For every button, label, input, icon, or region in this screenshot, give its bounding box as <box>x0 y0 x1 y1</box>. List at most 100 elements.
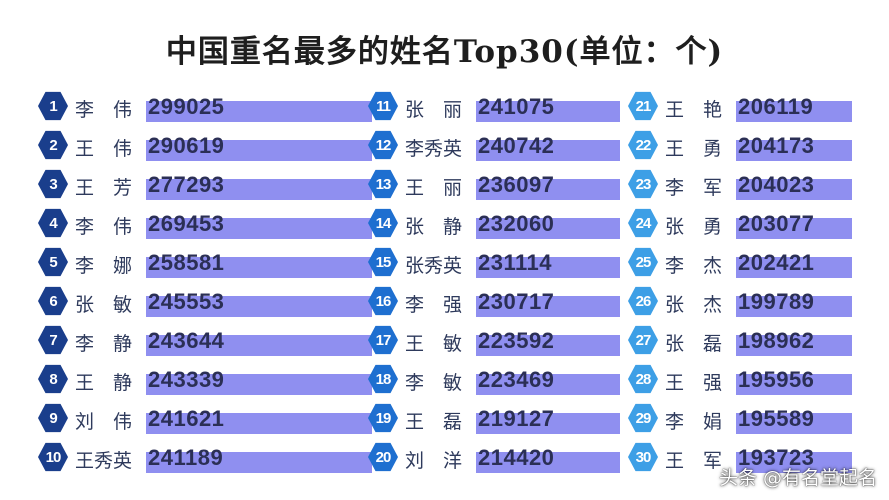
rank-badge: 16 <box>368 286 398 316</box>
rank-badge: 8 <box>38 364 68 394</box>
value-label: 204173 <box>738 133 815 158</box>
rank-badge: 27 <box>628 325 658 355</box>
name-label: 李秀英 <box>405 138 463 160</box>
value-bar <box>736 257 852 278</box>
value-bar <box>476 140 620 161</box>
name-label: 王 强 <box>665 372 723 394</box>
value-label: 193723 <box>738 445 815 470</box>
name-label: 张 静 <box>405 216 463 238</box>
name-label: 李 杰 <box>665 255 723 277</box>
value-bar <box>146 413 372 434</box>
rank-badge: 24 <box>628 208 658 238</box>
name-label: 刘 伟 <box>75 411 133 433</box>
value-bar <box>736 452 852 473</box>
value-label: 195956 <box>738 367 815 392</box>
name-label: 张 磊 <box>665 333 723 355</box>
rank-badge: 2 <box>38 130 68 160</box>
rank-badge: 3 <box>38 169 68 199</box>
value-label: 203077 <box>738 211 815 236</box>
value-bar <box>146 335 372 356</box>
value-bar <box>146 296 372 317</box>
name-label: 李 娟 <box>665 411 723 433</box>
value-bar <box>146 257 372 278</box>
rank-badge: 12 <box>368 130 398 160</box>
rank-badge: 14 <box>368 208 398 238</box>
value-bar <box>476 413 620 434</box>
name-label: 张 勇 <box>665 216 723 238</box>
name-label: 王秀英 <box>75 450 133 472</box>
value-bar <box>476 296 620 317</box>
value-bar <box>736 140 852 161</box>
rank-badge: 20 <box>368 442 398 472</box>
value-label: 195589 <box>738 406 815 431</box>
value-label: 232060 <box>478 211 555 236</box>
name-label: 李 静 <box>75 333 133 355</box>
value-bar <box>736 374 852 395</box>
name-label: 张 敏 <box>75 294 133 316</box>
value-bar <box>736 335 852 356</box>
value-label: 199789 <box>738 289 815 314</box>
rank-badge: 21 <box>628 91 658 121</box>
rank-badge: 6 <box>38 286 68 316</box>
rank-badge: 17 <box>368 325 398 355</box>
value-bar <box>736 179 852 200</box>
name-label: 李 军 <box>665 177 723 199</box>
name-label: 李 娜 <box>75 255 133 277</box>
value-label: 243644 <box>148 328 225 353</box>
rank-badge: 19 <box>368 403 398 433</box>
name-label: 王 芳 <box>75 177 133 199</box>
rank-badge: 5 <box>38 247 68 277</box>
rank-badge: 28 <box>628 364 658 394</box>
value-label: 223469 <box>478 367 555 392</box>
rank-badge: 29 <box>628 403 658 433</box>
value-bar <box>736 296 852 317</box>
value-bar <box>476 452 620 473</box>
rank-badge: 30 <box>628 442 658 472</box>
value-label: 214420 <box>478 445 555 470</box>
name-label: 张 杰 <box>665 294 723 316</box>
name-label: 王 静 <box>75 372 133 394</box>
value-bar <box>476 179 620 200</box>
value-label: 231114 <box>478 250 552 275</box>
rank-badge: 11 <box>368 91 398 121</box>
name-label: 王 军 <box>665 450 723 472</box>
rank-badge: 4 <box>38 208 68 238</box>
value-label: 243339 <box>148 367 225 392</box>
value-label: 204023 <box>738 172 815 197</box>
value-bar <box>146 452 372 473</box>
value-label: 219127 <box>478 406 555 431</box>
value-bar <box>476 335 620 356</box>
value-label: 240742 <box>478 133 555 158</box>
name-label: 李 伟 <box>75 99 133 121</box>
value-label: 290619 <box>148 133 225 158</box>
name-label: 王 艳 <box>665 99 723 121</box>
value-bar <box>476 218 620 239</box>
value-label: 245553 <box>148 289 225 314</box>
value-label: 206119 <box>738 94 814 119</box>
value-bar <box>146 374 372 395</box>
watermark: 头条 @有名堂起名 <box>718 467 877 489</box>
value-label: 269453 <box>148 211 225 236</box>
name-label: 王 丽 <box>405 177 463 199</box>
value-label: 198962 <box>738 328 815 353</box>
value-label: 258581 <box>148 250 225 275</box>
name-label: 李 伟 <box>75 216 133 238</box>
value-bar <box>146 140 372 161</box>
rank-badge: 1 <box>38 91 68 121</box>
name-label: 王 伟 <box>75 138 133 160</box>
rank-badge: 7 <box>38 325 68 355</box>
rank-badge: 25 <box>628 247 658 277</box>
name-label: 刘 洋 <box>405 450 463 472</box>
value-label: 202421 <box>738 250 815 275</box>
value-bar <box>476 374 620 395</box>
rank-badge: 9 <box>38 403 68 433</box>
name-label: 王 磊 <box>405 411 463 433</box>
name-label: 张 丽 <box>405 99 463 121</box>
value-bar <box>146 179 372 200</box>
rank-badge: 22 <box>628 130 658 160</box>
name-label: 李 强 <box>405 294 463 316</box>
value-label: 223592 <box>478 328 555 353</box>
value-bar <box>146 101 372 122</box>
value-label: 241621 <box>148 406 225 431</box>
value-bar <box>736 101 852 122</box>
